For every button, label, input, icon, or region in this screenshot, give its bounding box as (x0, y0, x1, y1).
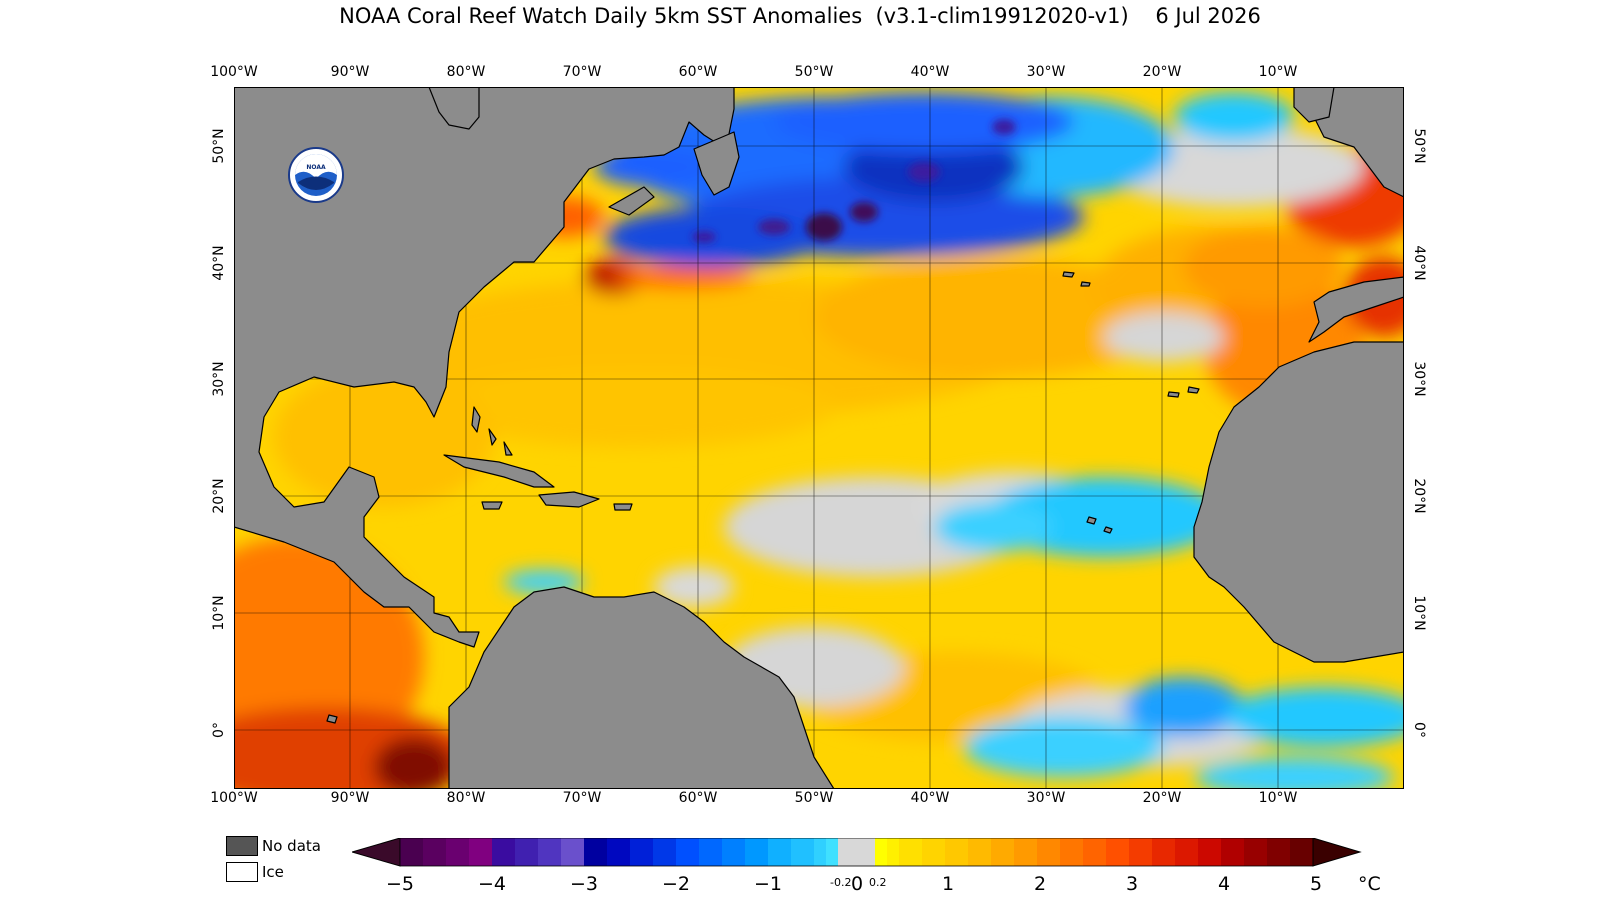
land-masses (234, 87, 1404, 789)
nova-scotia (608, 186, 655, 216)
svg-text:NOAA: NOAA (306, 164, 326, 171)
lon-label: 30°W (1026, 790, 1066, 806)
colorbar-max-arrow (1312, 838, 1362, 867)
lon-label: 80°W (446, 64, 486, 80)
colorbar-tick: −3 (569, 873, 599, 895)
lon-label: 80°W (446, 790, 486, 806)
galapagos (326, 714, 338, 724)
colorbar-small-tick: 0.2 (869, 876, 887, 889)
colorbar-tick: −1 (753, 873, 783, 895)
lon-label: 50°W (794, 64, 834, 80)
lat-label: 10°N (211, 595, 227, 631)
newfoundland (693, 131, 740, 196)
no-data-label: No data (262, 837, 321, 855)
uk-ireland (1293, 87, 1335, 123)
page-title: NOAA Coral Reef Watch Daily 5km SST Anom… (339, 4, 1261, 28)
iberia (1308, 276, 1404, 343)
lon-label: 70°W (562, 790, 602, 806)
colorbar (352, 838, 1362, 867)
lon-label: 30°W (1026, 64, 1066, 80)
lon-label: 100°W (210, 790, 258, 806)
lon-label: 100°W (210, 64, 258, 80)
lat-label: 0° (1411, 722, 1427, 738)
lon-label: 20°W (1142, 790, 1182, 806)
lat-label: 30°N (211, 361, 227, 397)
azores (1062, 271, 1091, 287)
colorbar-unit: °C (1358, 873, 1381, 895)
lat-label: 40°N (1411, 245, 1427, 281)
south-america-landmass (448, 586, 835, 789)
sst-anomaly-map: NOAA (234, 87, 1404, 789)
lon-label: 60°W (678, 790, 718, 806)
no-data-swatch (226, 836, 258, 856)
cuba (443, 454, 555, 488)
lon-label: 40°W (910, 64, 950, 80)
lat-label: 10°N (1411, 595, 1427, 631)
lon-label: 10°W (1258, 790, 1298, 806)
canary-islands (1167, 386, 1200, 398)
lat-label: 50°N (211, 128, 227, 164)
cold-spots (692, 119, 1016, 243)
colorbar-tick: −5 (385, 873, 415, 895)
puerto-rico (613, 503, 633, 511)
colorbar-bins (400, 838, 1313, 866)
colorbar-min-arrow (352, 838, 401, 867)
colorbar-tick: 4 (1217, 873, 1231, 895)
colorbar-tick: −4 (477, 873, 507, 895)
lon-label: 90°W (330, 790, 370, 806)
lon-label: 90°W (330, 64, 370, 80)
lon-label: 60°W (678, 64, 718, 80)
jamaica (481, 501, 503, 510)
lat-label: 20°N (1411, 478, 1427, 514)
africa-landmass (1193, 341, 1404, 663)
colorbar-tick: −2 (661, 873, 691, 895)
hispaniola (538, 491, 600, 508)
colorbar-tick: 5 (1309, 873, 1323, 895)
colorbar-tick: 3 (1125, 873, 1139, 895)
lon-label: 20°W (1142, 64, 1182, 80)
lat-label: 0° (211, 722, 227, 738)
lon-label: 10°W (1258, 64, 1298, 80)
colorbar-tick: 2 (1033, 873, 1047, 895)
bahamas (471, 406, 513, 456)
lat-label: 20°N (211, 478, 227, 514)
colorbar-tick: 0 (850, 873, 864, 895)
lat-label: 30°N (1411, 361, 1427, 397)
lat-label: 50°N (1411, 128, 1427, 164)
colorbar-tick: 1 (941, 873, 955, 895)
noaa-logo: NOAA (288, 147, 344, 203)
north-america-landmass (234, 87, 735, 648)
lon-label: 70°W (562, 64, 602, 80)
colorbar-small-tick: -0.2 (830, 876, 852, 889)
ice-label: Ice (262, 863, 284, 881)
cape-verde (1086, 516, 1113, 534)
lat-label: 40°N (211, 245, 227, 281)
lon-label: 50°W (794, 790, 834, 806)
ice-swatch (226, 862, 258, 882)
greenland-tip (428, 87, 480, 130)
lon-label: 40°W (910, 790, 950, 806)
